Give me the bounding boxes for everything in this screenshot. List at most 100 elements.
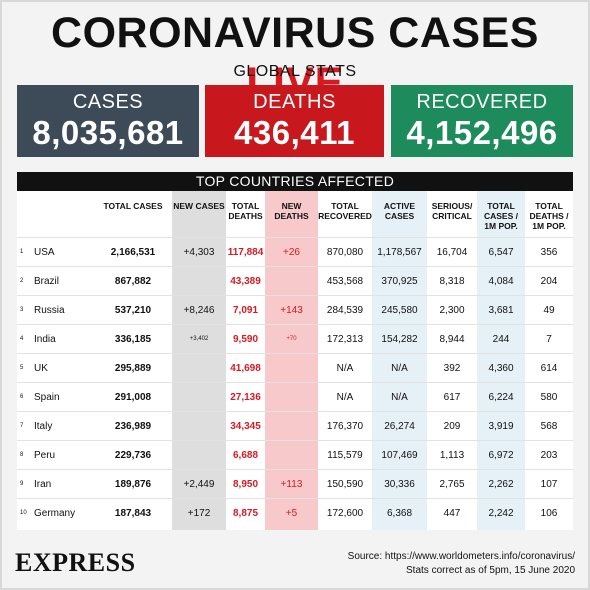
table-row: 6 Spain 291,008 27,136 N/A N/A 617 6,224 580 bbox=[17, 382, 573, 412]
cell-rank: 9 bbox=[20, 481, 24, 487]
cell-total-cases: 867,882 bbox=[114, 276, 152, 287]
cell-serious-critical: 1,113 bbox=[439, 450, 465, 461]
cell-cases-per-million: 2,242 bbox=[488, 508, 514, 519]
cell-rank: 10 bbox=[20, 510, 27, 516]
table-row: 5 UK 295,889 41,698 N/A N/A 392 4,360 614 bbox=[17, 353, 573, 383]
cell-total-cases: 229,736 bbox=[114, 450, 152, 461]
table-row: 8 Peru 229,736 6,688 115,579 107,469 1,113 6,97… bbox=[17, 440, 573, 470]
cell-country: Germany bbox=[34, 508, 76, 519]
cell-active-cases: 26,274 bbox=[384, 421, 415, 432]
new-cases-column-bg bbox=[172, 191, 226, 530]
cell-new-cases bbox=[172, 267, 226, 296]
cell-active-cases: 154,282 bbox=[381, 334, 418, 345]
header-deaths-per-million: TOTAL DEATHS / 1M POP. bbox=[529, 201, 569, 231]
table-row: 7 Italy 236,989 34,345 176,370 26,274 209 3,919… bbox=[17, 411, 573, 441]
cell-active-cases: 245,580 bbox=[381, 305, 418, 316]
table-row: 10 Germany 187,843 +172 8,875 +5 172,600 6,368 4… bbox=[17, 498, 573, 528]
cell-deaths-per-million: 614 bbox=[540, 363, 558, 374]
cases-value: 8,035,681 bbox=[32, 114, 184, 151]
cell-new-cases: +3,402 bbox=[189, 336, 209, 342]
header-new-cases: NEW CASES bbox=[173, 201, 225, 211]
cell-total-cases: 537,210 bbox=[114, 305, 152, 316]
cell-deaths-per-million: 106 bbox=[540, 508, 558, 519]
cell-deaths-per-million: 356 bbox=[540, 247, 558, 258]
cell-country: UK bbox=[34, 363, 48, 374]
cell-total-cases: 291,008 bbox=[114, 392, 152, 403]
cell-active-cases: 6,368 bbox=[386, 508, 413, 519]
cell-new-cases: +2,449 bbox=[183, 479, 215, 490]
cell-total-cases: 295,889 bbox=[114, 363, 152, 374]
cell-deaths-per-million: 203 bbox=[540, 450, 558, 461]
cell-total-cases: 336,185 bbox=[114, 334, 152, 345]
cell-total-recovered: 150,590 bbox=[326, 479, 364, 490]
cell-deaths-per-million: 568 bbox=[540, 421, 558, 432]
cell-rank: 4 bbox=[20, 336, 24, 342]
cell-deaths-per-million: 7 bbox=[546, 334, 552, 345]
header-serious-critical: SERIOUS/ CRITICAL bbox=[431, 201, 473, 221]
cell-total-recovered: 176,370 bbox=[326, 421, 364, 432]
cell-new-cases bbox=[172, 412, 226, 441]
cell-serious-critical: 16,704 bbox=[436, 247, 468, 258]
cell-new-cases bbox=[172, 441, 226, 470]
cell-serious-critical: 447 bbox=[443, 508, 461, 519]
cell-total-recovered: 115,579 bbox=[327, 450, 363, 461]
cell-deaths-per-million: 204 bbox=[540, 276, 558, 287]
recovered-label: RECOVERED bbox=[416, 91, 548, 113]
cell-total-recovered: 453,568 bbox=[326, 276, 364, 287]
cell-rank: 6 bbox=[20, 394, 24, 400]
cell-total-deaths: 117,884 bbox=[227, 247, 264, 258]
cell-country: USA bbox=[34, 247, 55, 258]
cell-active-cases: 1,178,567 bbox=[377, 247, 422, 258]
cases-per-million-column-bg bbox=[477, 191, 525, 530]
header-total-cases: TOTAL CASES bbox=[103, 201, 163, 211]
source-line: Source: https://www.worldometers.info/co… bbox=[347, 551, 575, 562]
active-cases-column-bg bbox=[372, 191, 427, 530]
cell-total-deaths: 6,688 bbox=[232, 450, 259, 461]
cell-deaths-per-million: 580 bbox=[540, 392, 558, 403]
cell-total-recovered: 284,539 bbox=[326, 305, 364, 316]
cell-serious-critical: 392 bbox=[443, 363, 461, 374]
cell-serious-critical: 209 bbox=[443, 421, 461, 432]
cell-rank: 8 bbox=[20, 452, 24, 458]
table-title: TOP COUNTRIES AFFECTED bbox=[17, 172, 573, 191]
table-row: 3 Russia 537,210 +8,246 7,091 +143 284,539 245,… bbox=[17, 295, 573, 325]
cell-total-recovered: 172,313 bbox=[326, 334, 364, 345]
countries-table: TOTAL CASES NEW CASES TOTAL DEATHS NEW DEAT… bbox=[17, 191, 573, 530]
cell-rank: 5 bbox=[20, 365, 24, 371]
cell-new-cases bbox=[172, 383, 226, 412]
cell-total-deaths: 41,698 bbox=[230, 363, 261, 374]
recovered-box: RECOVERED 4,152,496 bbox=[391, 85, 573, 157]
cell-serious-critical: 2,765 bbox=[439, 479, 465, 490]
cell-active-cases: 370,925 bbox=[381, 276, 418, 287]
deaths-box: DEATHS 436,411 bbox=[205, 85, 384, 157]
header-cases-per-million: TOTAL CASES / 1M POP. bbox=[483, 201, 518, 231]
cell-serious-critical: 8,318 bbox=[439, 276, 465, 287]
header-new-deaths: NEW DEATHS bbox=[274, 201, 309, 221]
cell-total-deaths: 8,950 bbox=[232, 479, 259, 490]
date-line: Stats correct as of 5pm, 15 June 2020 bbox=[406, 565, 575, 576]
cell-serious-critical: 617 bbox=[443, 392, 461, 403]
cell-new-deaths bbox=[265, 441, 318, 470]
cell-cases-per-million: 4,084 bbox=[488, 276, 514, 287]
cell-active-cases: N/A bbox=[391, 363, 408, 374]
source-note: Source: https://www.worldometers.info/co… bbox=[348, 550, 575, 578]
new-deaths-column-bg bbox=[265, 191, 318, 530]
cell-total-cases: 236,989 bbox=[114, 421, 152, 432]
cell-total-deaths: 7,091 bbox=[232, 305, 259, 316]
deaths-label: DEATHS bbox=[253, 91, 336, 113]
cell-new-deaths: +113 bbox=[280, 479, 303, 490]
cell-cases-per-million: 4,360 bbox=[488, 363, 514, 374]
cell-cases-per-million: 3,919 bbox=[488, 421, 514, 432]
cases-box: CASES 8,035,681 bbox=[17, 85, 199, 157]
cell-cases-per-million: 3,681 bbox=[488, 305, 514, 316]
cell-rank: 1 bbox=[20, 249, 24, 255]
cell-serious-critical: 2,300 bbox=[439, 305, 465, 316]
cell-cases-per-million: 6,972 bbox=[488, 450, 514, 461]
global-stats-label: GLOBAL STATS bbox=[233, 63, 357, 80]
cell-new-cases: +8,246 bbox=[183, 305, 215, 316]
cell-new-deaths bbox=[265, 267, 318, 296]
cell-new-cases bbox=[172, 354, 226, 383]
cell-country: Brazil bbox=[34, 276, 60, 287]
cell-new-cases: +4,303 bbox=[183, 247, 215, 258]
cell-total-recovered: 172,600 bbox=[326, 508, 364, 519]
